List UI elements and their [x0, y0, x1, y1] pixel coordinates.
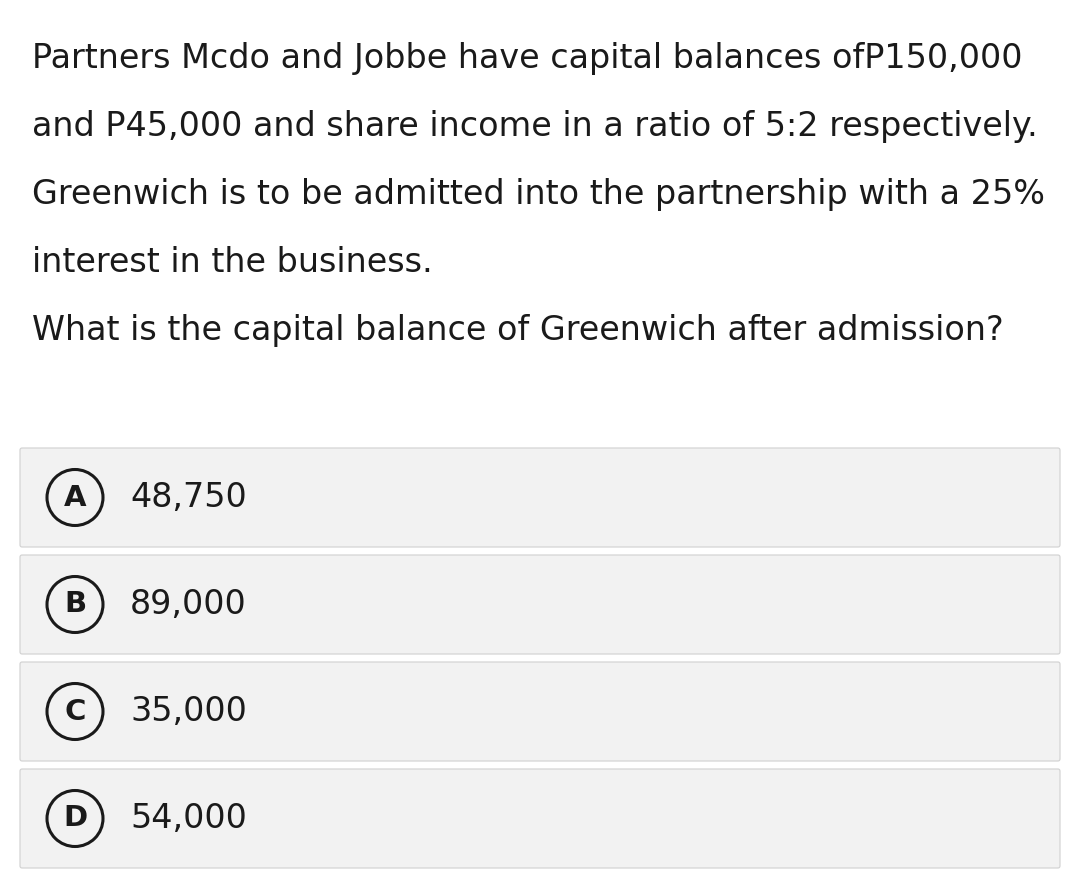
- Circle shape: [48, 470, 103, 525]
- Text: A: A: [64, 483, 86, 511]
- Text: 48,750: 48,750: [130, 481, 246, 514]
- Text: and P45,000 and share income in a ratio of 5:2 respectively.: and P45,000 and share income in a ratio …: [32, 110, 1038, 143]
- Text: 35,000: 35,000: [130, 695, 247, 728]
- FancyBboxPatch shape: [21, 769, 1059, 868]
- Text: D: D: [63, 804, 87, 832]
- FancyBboxPatch shape: [21, 555, 1059, 654]
- Text: What is the capital balance of Greenwich after admission?: What is the capital balance of Greenwich…: [32, 314, 1003, 347]
- Text: interest in the business.: interest in the business.: [32, 246, 433, 279]
- FancyBboxPatch shape: [21, 448, 1059, 547]
- Text: B: B: [64, 590, 86, 619]
- Text: Partners Mcdo and Jobbe have capital balances ofP150,000: Partners Mcdo and Jobbe have capital bal…: [32, 42, 1023, 75]
- Circle shape: [48, 684, 103, 739]
- Text: 89,000: 89,000: [130, 588, 246, 621]
- Circle shape: [48, 790, 103, 847]
- FancyBboxPatch shape: [21, 662, 1059, 761]
- Circle shape: [48, 576, 103, 633]
- Text: C: C: [65, 698, 85, 725]
- Text: 54,000: 54,000: [130, 802, 247, 835]
- Text: Greenwich is to be admitted into the partnership with a 25%: Greenwich is to be admitted into the par…: [32, 178, 1045, 211]
